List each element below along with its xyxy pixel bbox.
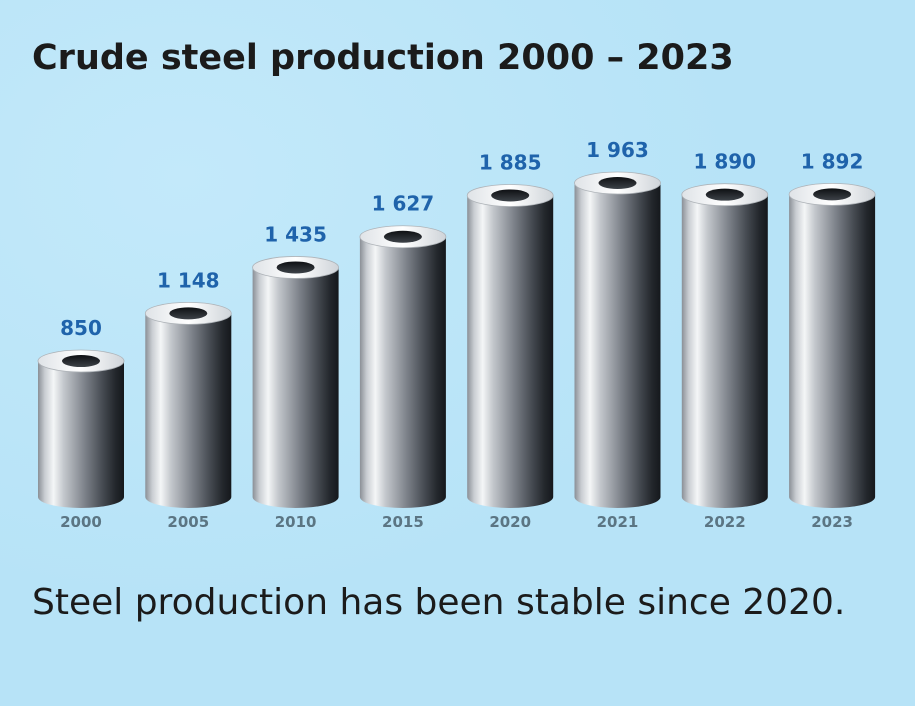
year-label-2022: 2022: [704, 513, 746, 531]
bar-2000: [37, 349, 125, 508]
value-label-2021: 1 963: [586, 138, 649, 162]
bar-hole: [598, 177, 637, 189]
year-label-2020: 2020: [489, 513, 531, 531]
bar-2021: [574, 171, 661, 509]
bar-body: [574, 183, 661, 509]
bar-body: [359, 236, 446, 509]
value-label-2020: 1 885: [479, 150, 542, 174]
bar-hole: [491, 189, 530, 202]
year-label-2005: 2005: [167, 513, 209, 531]
bar-hole: [813, 188, 852, 201]
value-label-2022: 1 890: [693, 150, 756, 174]
bar-hole: [383, 230, 422, 243]
bar-body: [789, 194, 876, 509]
bar-hole: [169, 307, 208, 320]
bars-group: 850 2000 1 148 2005 1 435 2010 1 627 2015 1 885 2…: [37, 138, 876, 531]
value-label-2000: 850: [60, 316, 102, 340]
value-label-2023: 1 892: [801, 149, 864, 173]
value-label-2010: 1 435: [264, 222, 327, 246]
bar-2010: [252, 256, 340, 509]
year-label-2021: 2021: [597, 513, 639, 531]
bar-body: [681, 194, 768, 509]
chart-title: Crude steel production 2000 – 2023: [32, 38, 734, 78]
year-label-2010: 2010: [275, 513, 317, 531]
bar-body: [145, 313, 232, 509]
bar-body: [467, 195, 554, 509]
value-label-2015: 1 627: [372, 192, 435, 216]
year-label-2023: 2023: [811, 513, 853, 531]
bar-2020: [466, 184, 554, 509]
year-label-2000: 2000: [60, 513, 102, 531]
bar-hole: [62, 355, 100, 368]
chart-caption: Steel production has been stable since 2…: [32, 582, 846, 623]
value-label-2005: 1 148: [157, 268, 220, 292]
bar-body: [252, 267, 339, 509]
year-label-2015: 2015: [382, 513, 424, 531]
bar-hole: [705, 188, 744, 201]
bar-2015: [359, 225, 447, 509]
bar-body: [38, 361, 124, 508]
bar-hole: [276, 261, 315, 274]
bar-2022: [681, 183, 769, 509]
bar-2023: [788, 182, 876, 509]
bar-2005: [144, 301, 232, 509]
